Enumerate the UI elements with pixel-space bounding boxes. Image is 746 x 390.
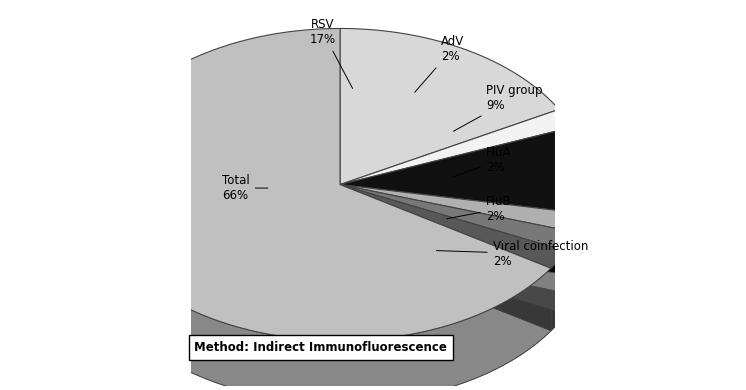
Text: Total
66%: Total 66% (222, 174, 268, 202)
Polygon shape (340, 184, 551, 331)
Polygon shape (577, 214, 586, 295)
Polygon shape (90, 177, 551, 390)
Polygon shape (340, 184, 586, 233)
Text: Viral coinfection
2%: Viral coinfection 2% (436, 240, 588, 268)
Polygon shape (551, 251, 566, 331)
Polygon shape (340, 184, 566, 268)
Polygon shape (340, 184, 577, 251)
Polygon shape (340, 28, 559, 184)
Polygon shape (340, 184, 586, 276)
Polygon shape (340, 184, 577, 295)
Polygon shape (340, 127, 590, 214)
Polygon shape (566, 233, 577, 314)
Text: AdV
2%: AdV 2% (415, 35, 464, 92)
Text: Method: Indirect Immunofluorescence: Method: Indirect Immunofluorescence (195, 341, 448, 354)
Polygon shape (90, 28, 551, 341)
Polygon shape (340, 184, 551, 331)
Polygon shape (340, 184, 577, 295)
Polygon shape (340, 184, 586, 276)
Polygon shape (340, 184, 566, 314)
Text: PIV group
9%: PIV group 9% (454, 84, 542, 131)
Ellipse shape (90, 91, 590, 390)
Polygon shape (340, 109, 572, 184)
Polygon shape (340, 184, 566, 314)
Text: FluA
2%: FluA 2% (454, 146, 511, 177)
Text: RSV
17%: RSV 17% (310, 18, 353, 89)
Text: FluB
2%: FluB 2% (447, 195, 512, 223)
Polygon shape (586, 177, 590, 276)
